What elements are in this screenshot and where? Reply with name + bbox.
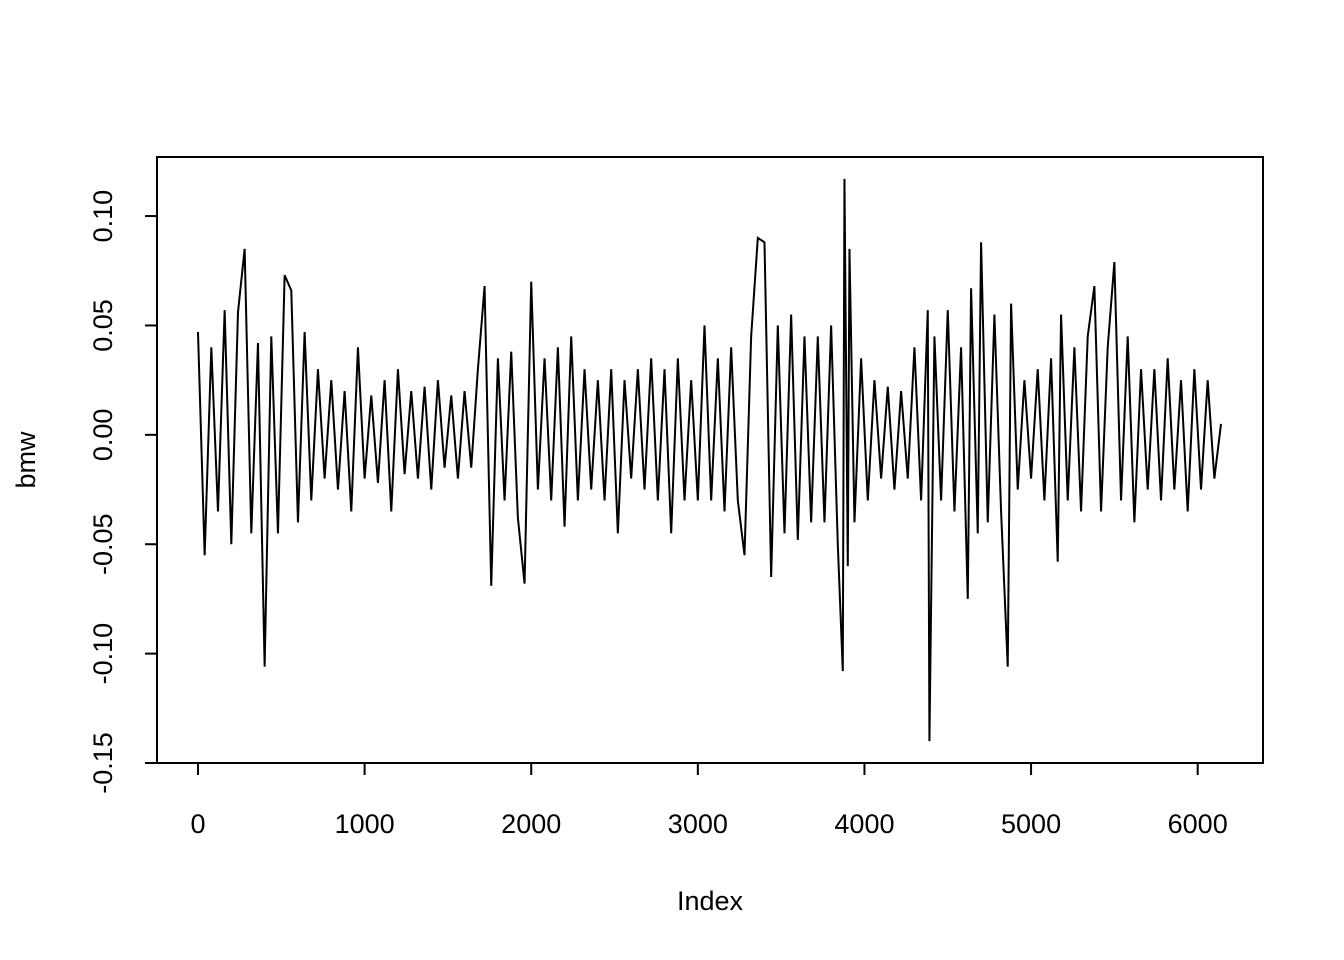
x-tick-label: 4000 <box>834 809 894 839</box>
x-tick-label: 6000 <box>1168 809 1228 839</box>
y-tick-label: 0.00 <box>88 409 118 462</box>
x-tick-label: 2000 <box>501 809 561 839</box>
y-tick-label: 0.05 <box>88 299 118 352</box>
y-tick-label: 0.10 <box>88 190 118 243</box>
y-tick-label: -0.15 <box>88 732 118 794</box>
x-tick-label: 0 <box>190 809 205 839</box>
y-tick-label: -0.10 <box>88 623 118 685</box>
x-axis-label: Index <box>677 886 744 916</box>
x-tick-label: 5000 <box>1001 809 1061 839</box>
y-axis-label: bmw <box>11 431 41 489</box>
y-tick-label: -0.05 <box>88 513 118 575</box>
x-tick-label: 1000 <box>335 809 395 839</box>
x-tick-label: 3000 <box>668 809 728 839</box>
data-line <box>196 178 1223 742</box>
